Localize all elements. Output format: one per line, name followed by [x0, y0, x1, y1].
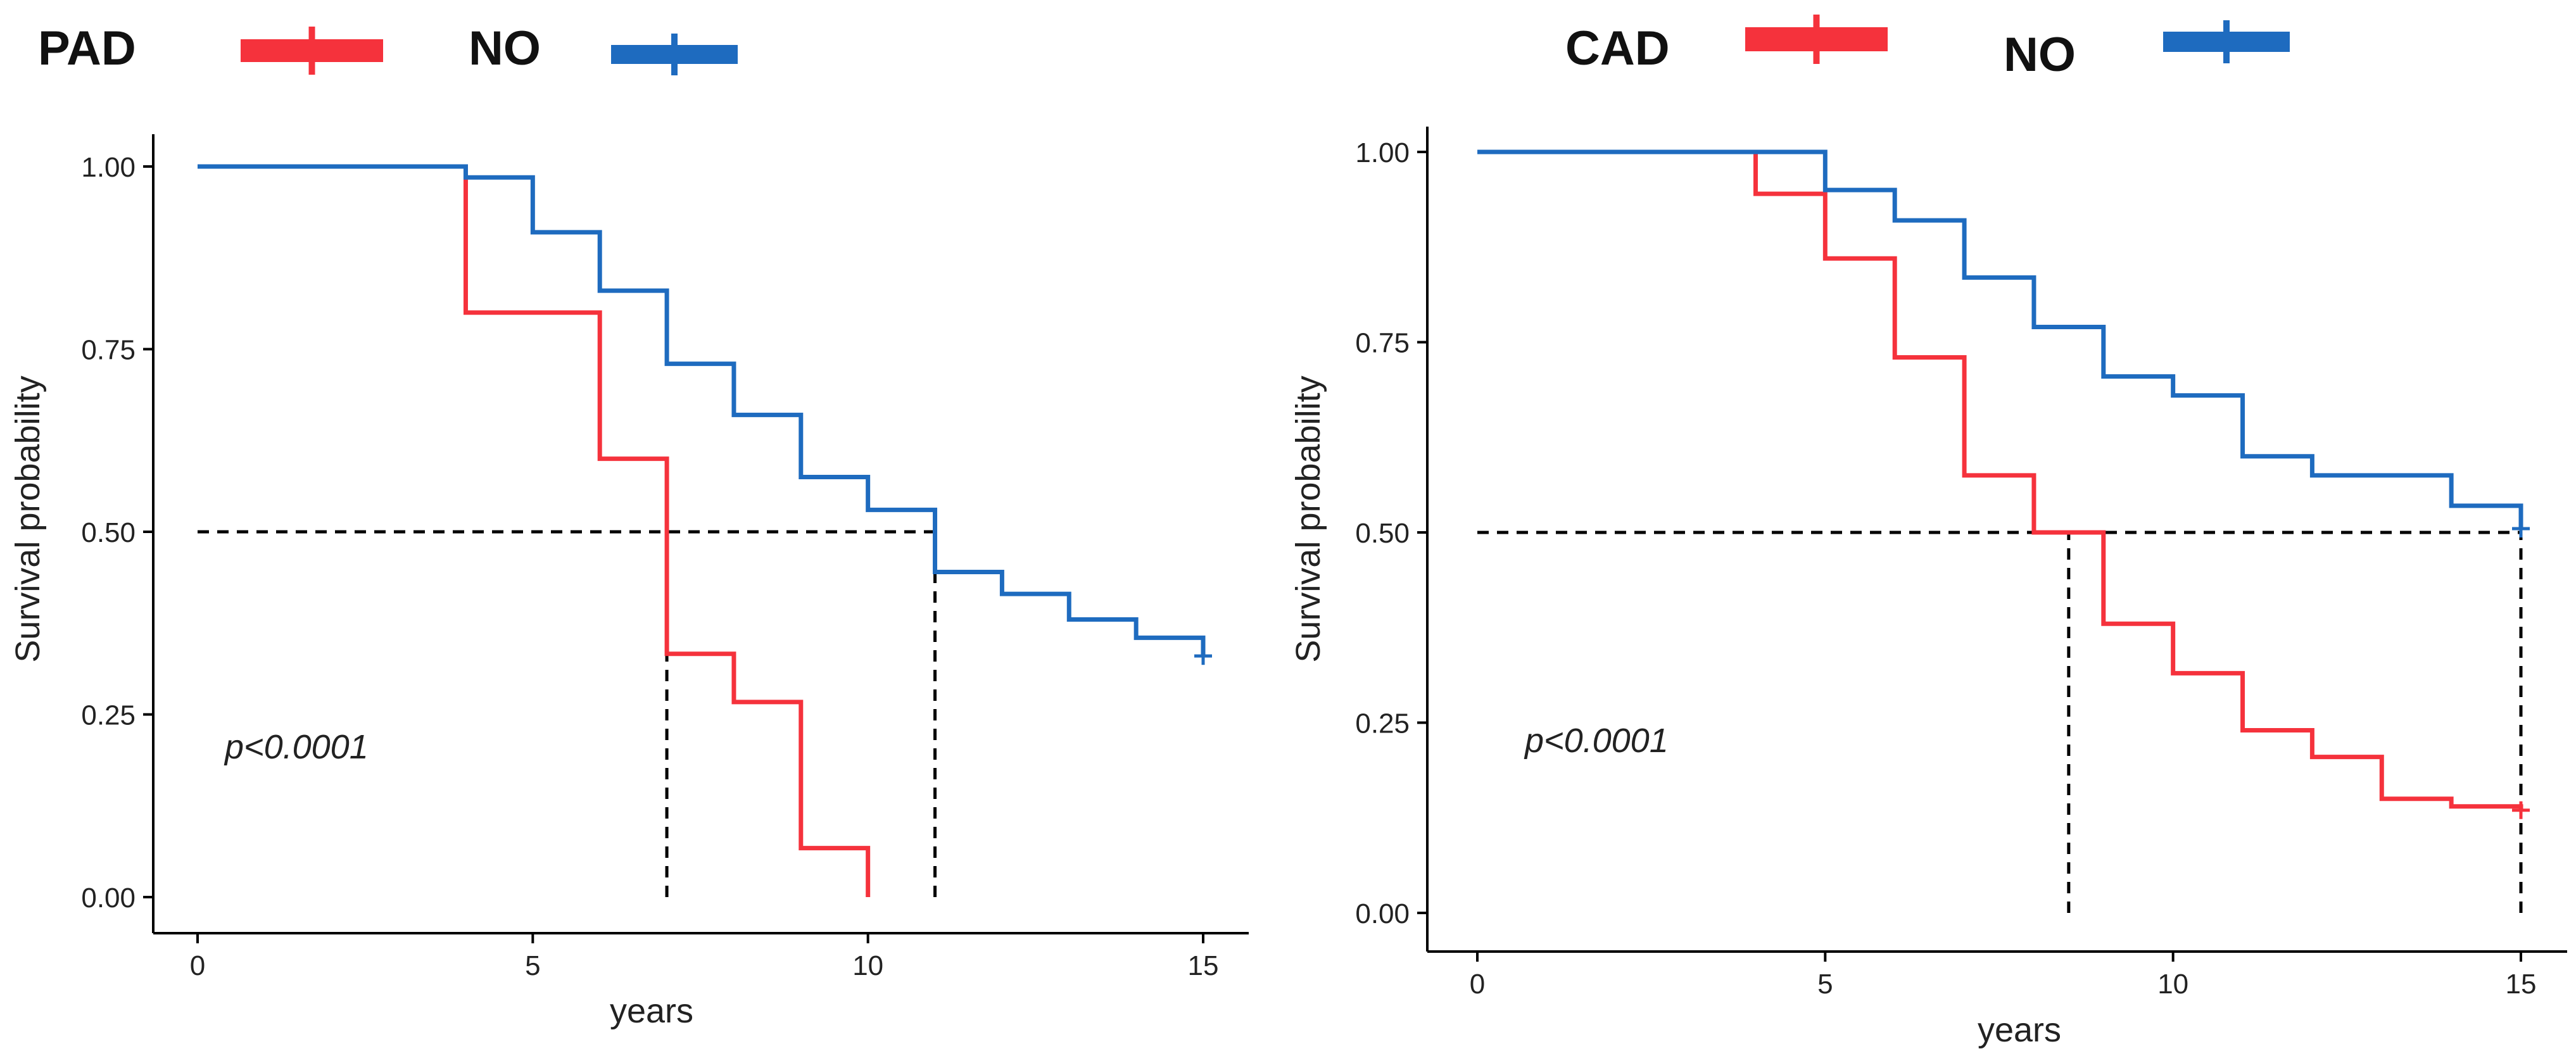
y-tick-label: 0.00	[1355, 898, 1410, 929]
x-tick-label: 5	[1817, 969, 1833, 1000]
legend: CAD NO	[1565, 15, 2290, 82]
survival-curve-no	[1477, 149, 2523, 529]
survival-curve-cad	[1477, 149, 2523, 810]
x-tick-label: 0	[1470, 969, 1485, 1000]
p-value-annotation: p<0.0001	[1524, 722, 1669, 760]
y-tick-label: 1.00	[81, 152, 136, 183]
y-tick-label: 0.25	[81, 700, 136, 731]
x-tick-label: 15	[1188, 950, 1219, 981]
y-axis-title: Survival probability	[9, 375, 47, 662]
legend-key-pad	[241, 27, 383, 75]
legend-label-no: NO	[2004, 28, 2076, 82]
survival-curve-no	[198, 164, 1206, 657]
legend-label-cad: CAD	[1565, 22, 1670, 75]
p-value-annotation: p<0.0001	[224, 728, 369, 766]
right-chart-panel: CAD NO Survival probability years 0.00 0.…	[1288, 0, 2576, 1056]
y-tick-label: 0.75	[1355, 328, 1410, 359]
legend-swatch-tick	[308, 27, 315, 75]
y-tick-label: 0.25	[1355, 708, 1410, 739]
x-axis-title: years	[610, 992, 693, 1030]
legend-key-no	[2163, 20, 2290, 63]
y-tick-label: 0.50	[1355, 518, 1410, 549]
legend-label-no: NO	[469, 22, 541, 75]
y-tick-label: 0.00	[81, 883, 136, 914]
legend: PAD NO	[38, 22, 738, 75]
legend-key-cad	[1745, 15, 1888, 64]
legend-key-no	[611, 34, 738, 75]
y-tick-label: 1.00	[1355, 137, 1410, 168]
x-tick-label: 15	[2506, 969, 2537, 1000]
x-tick-label: 5	[525, 950, 540, 981]
plot-area: 0.00 0.25 0.50 0.75 1.00 0 5 10 15	[81, 134, 1249, 981]
x-tick-label: 10	[852, 950, 883, 981]
survival-curve-pad	[198, 164, 871, 897]
left-chart-svg: PAD NO Survival probability years 0.000.…	[9, 22, 1249, 1030]
x-tick-label: 0	[190, 950, 205, 981]
x-tick-label: 10	[2157, 969, 2188, 1000]
left-chart-panel: PAD NO Survival probability years 0.00 0.…	[9, 22, 1249, 1030]
legend-swatch-tick	[2223, 20, 2230, 63]
y-tick-label: 0.75	[81, 335, 136, 366]
y-axis-title: Survival probability	[1289, 375, 1327, 662]
legend-swatch-tick	[671, 34, 678, 75]
right-chart-svg: CAD NO Survival probability years 0.000.…	[1289, 15, 2567, 1049]
plot-area: 0.00 0.25 0.50 0.75 1.00 0 5 10 15	[1355, 127, 2567, 1000]
legend-swatch-tick	[1813, 15, 1820, 64]
x-axis-title: years	[1978, 1011, 2061, 1049]
y-tick-label: 0.50	[81, 517, 136, 548]
legend-label-pad: PAD	[38, 22, 136, 75]
